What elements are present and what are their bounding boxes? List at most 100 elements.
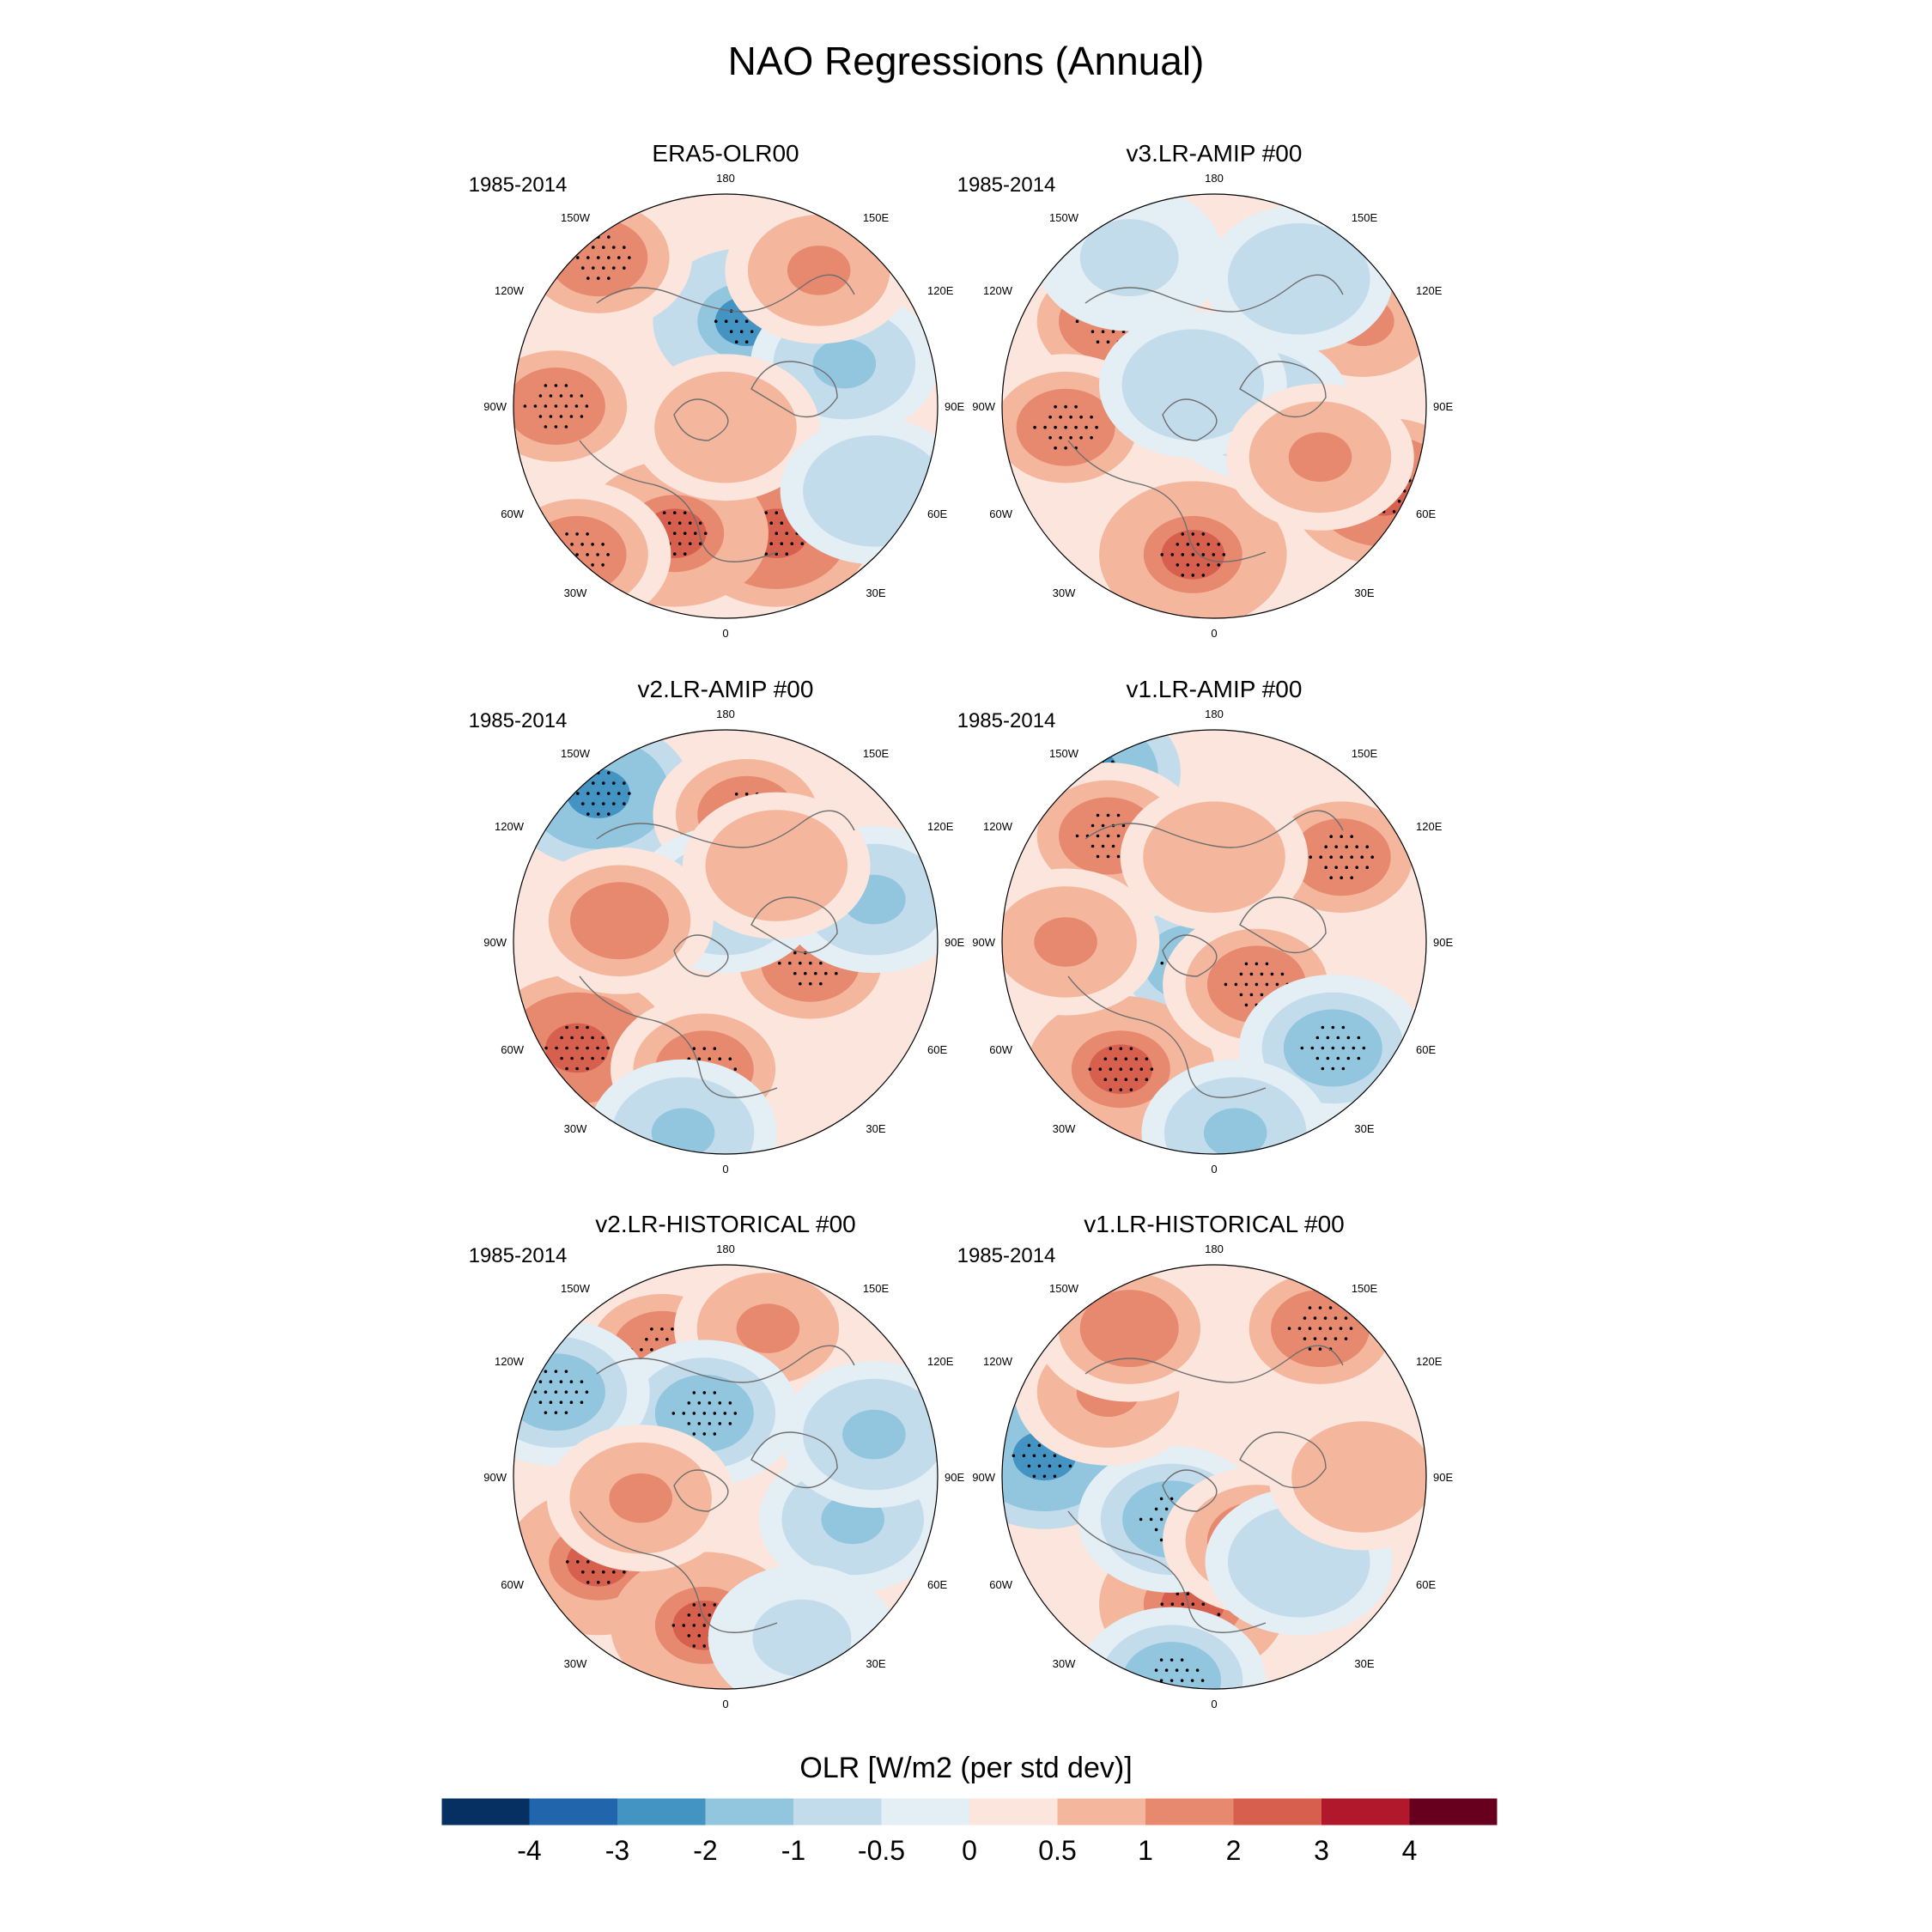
stipple-dot (1069, 415, 1072, 419)
stipple-dot (523, 404, 527, 408)
stipple-dot (1413, 489, 1417, 493)
stipple-dot (1196, 1689, 1200, 1692)
stipple-dot (1054, 425, 1057, 429)
stipple-dot (688, 521, 692, 525)
stipple-dot (1303, 1316, 1307, 1320)
stipple-dot (559, 415, 563, 418)
stipple-dot (580, 1400, 584, 1404)
stipple-dot (1096, 340, 1100, 344)
stipple-dot (1175, 1668, 1179, 1672)
stipple-dot (1319, 855, 1322, 859)
stipple-dot (1352, 1046, 1356, 1050)
stipple-dot (1308, 1327, 1312, 1330)
stipple-dot (580, 1056, 584, 1060)
stipple-dot (775, 532, 779, 535)
map-panel: ERA5-OLR00 1985-2014 180 0 150W 150E 120W 120E 9… (469, 140, 965, 640)
stipple-dot (586, 1046, 589, 1050)
stipple-dot (1101, 823, 1105, 828)
map-boundary (1001, 1264, 1427, 1690)
stipple-dot (1324, 866, 1327, 869)
stipple-dot (1201, 1602, 1206, 1606)
stipple-dot (607, 235, 611, 239)
stipple-dot (564, 404, 568, 408)
stipple-dot (1181, 574, 1185, 577)
longitude-label: 120W (983, 820, 1013, 833)
stipple-dot (1196, 543, 1200, 546)
stipple-dot (1339, 1327, 1343, 1330)
map-boundary (513, 729, 939, 1155)
stipple-dot (1357, 1056, 1361, 1060)
stipple-dot (1064, 404, 1067, 409)
longitude-label: 30E (1354, 586, 1374, 599)
stipple-dot (1074, 425, 1078, 429)
stipple-dot (533, 404, 538, 408)
stipple-dot (1191, 1602, 1195, 1606)
stipple-dot (1309, 855, 1312, 859)
longitude-label: 60W (989, 1578, 1012, 1591)
stipple-dot (566, 1560, 569, 1564)
stipple-dot (1336, 1036, 1340, 1040)
stipple-dot (602, 802, 605, 805)
stipple-dot (1096, 834, 1100, 838)
stipple-dot (702, 1391, 707, 1394)
stipple-dot (1159, 1497, 1163, 1501)
stipple-dot (607, 276, 611, 280)
period-label: 1985-2014 (469, 1244, 568, 1267)
stipple-dot (565, 574, 568, 577)
map-boundary (513, 193, 939, 619)
stipple-dot (1321, 1025, 1325, 1030)
longitude-label: 150W (561, 1282, 591, 1295)
colorbar-tick-label: 4 (1402, 1835, 1418, 1866)
stipple-dot (697, 1422, 702, 1425)
stipple-dot (592, 266, 595, 270)
longitude-label: 120W (495, 820, 525, 833)
stipple-dot (1170, 1658, 1174, 1662)
stipple-dot (1201, 553, 1206, 556)
longitude-label: 30W (1053, 586, 1076, 599)
stipple-dot (586, 1581, 590, 1584)
colorbar: OLR [W/m2 (per std dev)] -4 -3 -2 -1 -0.5 0 0.… (440, 1752, 1498, 1866)
stipple-dot (564, 425, 568, 428)
map-boundary (513, 1264, 939, 1690)
stipple-dot (1109, 1088, 1113, 1091)
longitude-label: 30W (1053, 1122, 1076, 1135)
stipple-dot (697, 1613, 702, 1617)
stipple-dot (1287, 1327, 1291, 1330)
stipple-dot (703, 532, 708, 535)
stipple-dot (549, 394, 553, 398)
stipple-dot (1079, 435, 1083, 440)
stipple-dot (718, 1401, 722, 1405)
stipple-dot (592, 802, 595, 805)
stipple-dot (544, 384, 548, 387)
stipple-dot (1180, 1679, 1184, 1682)
stipple-dot (1186, 563, 1190, 567)
stipple-dot (602, 246, 605, 249)
stipple-dot (1119, 1067, 1123, 1071)
stipple-dot (617, 256, 621, 259)
stipple-dot (592, 246, 595, 249)
stipple-dot (564, 1370, 568, 1373)
stipple-dot (560, 1056, 563, 1060)
longitude-label: 90W (483, 936, 507, 949)
stipple-dot (554, 1390, 558, 1394)
stipple-dot (1206, 543, 1211, 546)
stipple-dot (538, 394, 543, 398)
colorbar-tick-label: 2 (1226, 1835, 1242, 1866)
longitude-label: 0 (1211, 627, 1217, 640)
stipple-dot (687, 1634, 691, 1637)
stipple-dot (576, 792, 580, 795)
longitude-label: 30W (564, 1122, 587, 1135)
anomaly-contour (1228, 223, 1370, 335)
stipple-dot (1186, 543, 1190, 546)
stipple-dot (662, 511, 666, 514)
stipple-dot (554, 384, 558, 387)
panel-title: v1.LR-AMIP #00 (1127, 676, 1303, 702)
stipple-dot (586, 256, 590, 259)
stipple-dot (1181, 1602, 1185, 1606)
stipple-dot (677, 542, 682, 545)
stipple-dot (586, 1025, 589, 1030)
figure-title: NAO Regressions (Annual) (728, 39, 1205, 83)
stipple-dot (687, 1613, 691, 1617)
stipple-dot (570, 543, 574, 546)
stipple-dot (692, 1412, 696, 1415)
